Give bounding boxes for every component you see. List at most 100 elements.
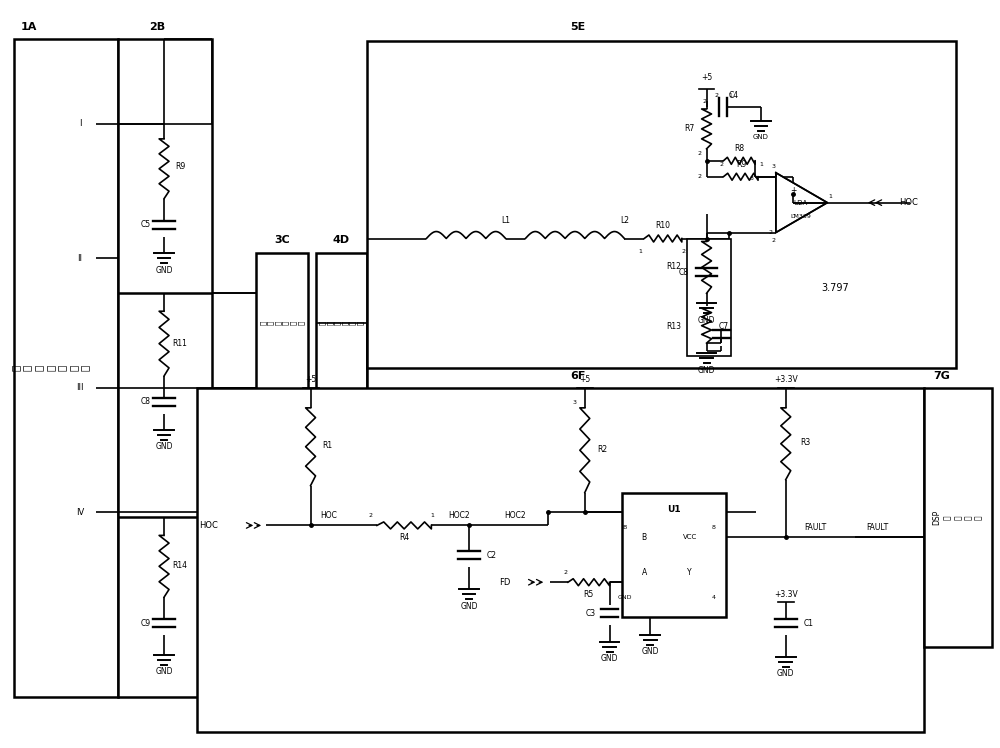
Text: 2: 2 xyxy=(772,238,776,243)
Bar xyxy=(367,41,956,368)
Text: FAULT: FAULT xyxy=(867,523,889,532)
Bar xyxy=(316,254,367,393)
Text: R1: R1 xyxy=(322,441,332,450)
Text: 3: 3 xyxy=(573,400,577,405)
Text: 3.797: 3.797 xyxy=(821,283,849,293)
Text: R4: R4 xyxy=(400,533,410,542)
Text: R8: R8 xyxy=(734,144,744,153)
Text: 1A: 1A xyxy=(21,22,37,32)
Text: B: B xyxy=(642,533,647,542)
Text: GND: GND xyxy=(155,442,173,451)
Text: A: A xyxy=(642,568,647,577)
Text: VCC: VCC xyxy=(683,534,697,540)
Text: R10: R10 xyxy=(656,221,671,230)
Bar xyxy=(622,493,726,617)
Text: 1: 1 xyxy=(728,93,732,97)
Bar xyxy=(256,254,308,393)
Text: +3.3V: +3.3V xyxy=(774,375,798,384)
Text: R11: R11 xyxy=(172,339,187,348)
Text: R2: R2 xyxy=(598,445,608,454)
Text: 1: 1 xyxy=(759,162,763,168)
Text: 2: 2 xyxy=(698,151,702,156)
Text: 2: 2 xyxy=(563,570,567,574)
Text: 2: 2 xyxy=(719,162,723,168)
Text: 2: 2 xyxy=(682,249,686,254)
Text: 2: 2 xyxy=(703,99,707,103)
Text: GND: GND xyxy=(641,648,659,657)
Text: 3: 3 xyxy=(749,177,753,181)
Text: HOC: HOC xyxy=(900,198,918,207)
Text: Y: Y xyxy=(687,568,692,577)
Text: GND: GND xyxy=(753,134,769,140)
Text: 3: 3 xyxy=(772,165,776,169)
Text: FD: FD xyxy=(499,577,510,586)
Text: 7G: 7G xyxy=(933,371,950,381)
Text: GND: GND xyxy=(698,316,715,325)
Text: C5: C5 xyxy=(140,220,150,229)
Text: GND: GND xyxy=(698,366,715,375)
Text: +5: +5 xyxy=(579,375,590,384)
Text: GND: GND xyxy=(777,669,795,678)
Text: R14: R14 xyxy=(172,561,187,570)
Text: -: - xyxy=(792,210,795,219)
Text: C7: C7 xyxy=(718,322,728,331)
Text: +3.3V: +3.3V xyxy=(774,589,798,598)
Text: 4: 4 xyxy=(711,595,715,600)
Text: +: + xyxy=(790,186,797,195)
Text: R9: R9 xyxy=(175,162,185,171)
Text: GND: GND xyxy=(617,595,632,600)
Text: HOC2: HOC2 xyxy=(448,511,470,520)
Text: DSP
接
口
电
路: DSP 接 口 电 路 xyxy=(933,510,983,525)
Text: B: B xyxy=(622,525,627,530)
Text: LM339: LM339 xyxy=(790,214,811,219)
Text: R13: R13 xyxy=(666,322,681,331)
Text: C8: C8 xyxy=(140,397,150,406)
Text: IV: IV xyxy=(76,508,84,517)
Text: 1: 1 xyxy=(430,513,434,518)
Text: 5E: 5E xyxy=(570,22,585,32)
Text: FAULT: FAULT xyxy=(804,523,827,532)
Text: L2: L2 xyxy=(620,216,629,225)
Text: 1: 1 xyxy=(638,249,642,254)
Text: 2: 2 xyxy=(698,174,702,180)
Text: +5: +5 xyxy=(701,73,712,82)
Text: R9: R9 xyxy=(736,160,746,169)
Text: 三
相
电
流
互
感
器: 三 相 电 流 互 感 器 xyxy=(10,365,90,371)
Text: C4: C4 xyxy=(728,91,738,99)
Text: C1: C1 xyxy=(804,619,814,628)
Text: 2: 2 xyxy=(369,513,373,518)
Text: HOC: HOC xyxy=(320,511,337,520)
Polygon shape xyxy=(776,173,827,233)
Bar xyxy=(924,388,992,647)
Text: U1: U1 xyxy=(667,505,681,514)
Text: 3C: 3C xyxy=(274,236,290,245)
Text: R12: R12 xyxy=(666,262,681,271)
Text: GND: GND xyxy=(155,266,173,275)
Text: R3: R3 xyxy=(800,438,811,447)
Text: C8: C8 xyxy=(679,268,689,277)
Text: HOC2: HOC2 xyxy=(505,511,526,520)
Text: GND: GND xyxy=(601,654,618,663)
Bar xyxy=(687,239,731,356)
Text: +5: +5 xyxy=(305,375,316,384)
Text: 2: 2 xyxy=(769,230,773,235)
Text: C2: C2 xyxy=(487,551,497,560)
Text: 制
电
分
配
模
块: 制 电 分 配 模 块 xyxy=(319,321,364,325)
Text: 8: 8 xyxy=(712,525,715,530)
Text: 4D: 4D xyxy=(333,236,350,245)
Text: 2B: 2B xyxy=(149,22,165,32)
Text: III: III xyxy=(76,384,84,393)
Text: II: II xyxy=(77,254,82,263)
Bar xyxy=(14,39,118,697)
Text: GND: GND xyxy=(460,601,478,610)
Bar xyxy=(197,388,924,732)
Text: HOC: HOC xyxy=(199,521,218,530)
Text: I: I xyxy=(79,120,81,129)
Text: U2A: U2A xyxy=(793,200,808,206)
Text: R7: R7 xyxy=(685,124,695,133)
Text: GND: GND xyxy=(155,667,173,676)
Text: L1: L1 xyxy=(501,216,510,225)
Text: 1: 1 xyxy=(828,194,832,199)
Bar xyxy=(118,39,212,697)
Text: 6F: 6F xyxy=(570,371,586,381)
